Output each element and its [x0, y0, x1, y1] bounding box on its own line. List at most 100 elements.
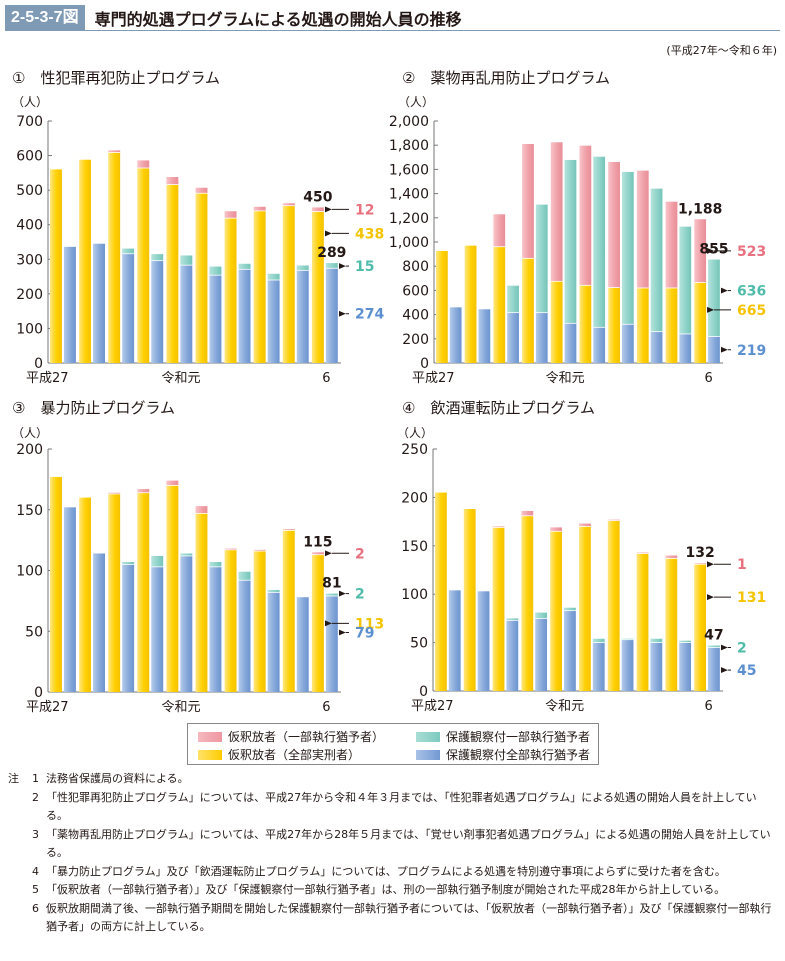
- bar-blue: [535, 312, 548, 363]
- y-tick-label: 100: [16, 564, 43, 580]
- bar-teal: [679, 640, 692, 643]
- bar-yellow: [550, 281, 563, 363]
- bar-pink: [224, 211, 237, 219]
- bar-yellow: [137, 492, 150, 692]
- annotation-label-blue: 45: [737, 663, 756, 679]
- note-text: 法務省保護局の資料による。: [46, 772, 189, 785]
- bar-blue: [708, 647, 720, 691]
- bar-blue: [449, 307, 462, 363]
- bar-pink: [166, 480, 179, 486]
- y-tick-label: 200: [402, 332, 429, 348]
- note-6: 6 仮釈放期間満了後、一部執行猶予期間を開始した保護観察付一部執行猶予者については…: [8, 900, 778, 937]
- bar-blue: [151, 260, 164, 363]
- bar-yellow: [694, 282, 707, 363]
- note-text: 「暴力防止プログラム」及び「飲酒運転防止プログラム」については、プログラムによる…: [46, 864, 726, 878]
- notes: 注 1 法務省保護局の資料による。 2 「性犯罪再犯防止プログラム」については、平成2…: [8, 770, 778, 937]
- x-tick-label: 令和元: [161, 700, 200, 715]
- chart-3: （人） 0 50 100 150 200 平成27 令和元 6 115 81 2 113 2 79: [12, 426, 384, 715]
- bar-yellow: [253, 210, 266, 363]
- bar-yellow: [166, 184, 179, 363]
- total-label-probation: 47: [704, 628, 723, 644]
- bar-teal: [621, 171, 634, 325]
- bar-pink: [521, 510, 534, 516]
- bar-blue: [93, 553, 105, 692]
- bar-blue: [296, 597, 309, 692]
- y-tick-label: 0: [419, 684, 428, 700]
- bar-yellow: [492, 527, 505, 691]
- bar-pink: [137, 489, 150, 493]
- annotation-label-blue: 219: [737, 343, 766, 359]
- bar-blue: [93, 243, 105, 363]
- y-tick-label: 150: [401, 539, 428, 555]
- bar-teal: [238, 263, 251, 270]
- chart-2: （人） 0 200 400 600 800 1,000 1,200 1,400 1,600 1,80…: [389, 95, 766, 386]
- bar-pink: [550, 527, 563, 532]
- bar-teal: [650, 638, 663, 643]
- bar-blue: [621, 324, 634, 363]
- bar-pink: [522, 143, 534, 259]
- legend-swatch-teal: [416, 731, 440, 742]
- bar-teal: [535, 204, 548, 313]
- y-tick-label: 0: [34, 685, 43, 701]
- total-label-probation: 81: [322, 576, 341, 592]
- bar-blue: [708, 336, 720, 363]
- bar-teal: [267, 589, 280, 593]
- notes-label: 注: [8, 772, 19, 785]
- legend-swatch-pink: [198, 731, 222, 742]
- bar-blue: [506, 620, 519, 691]
- bar-blue: [238, 269, 251, 363]
- bar-blue: [209, 566, 222, 692]
- legend-item-blue: 保護観察付全部執行猶予者: [416, 746, 590, 763]
- note-number: 2: [32, 790, 39, 804]
- bar-yellow: [311, 554, 324, 692]
- bar-teal: [209, 561, 222, 567]
- y-tick-label: 100: [16, 321, 43, 337]
- bar-blue: [564, 323, 577, 363]
- bar-teal: [650, 188, 663, 332]
- bar-blue: [650, 642, 663, 691]
- chart-4: （人） 0 50 100 150 200 250 平成27 令和元 6 132 47 1 131 2 45: [397, 426, 766, 714]
- bar-yellow: [579, 285, 592, 363]
- bar-teal: [593, 156, 606, 328]
- bar-yellow: [282, 205, 295, 363]
- y-tick-label: 600: [402, 283, 429, 299]
- y-axis-unit: （人）: [398, 95, 434, 109]
- annotation-label-teal: 15: [355, 259, 374, 275]
- x-tick-label: 平成27: [26, 371, 69, 386]
- bar-blue: [448, 590, 461, 691]
- bar-yellow: [522, 258, 534, 363]
- bar-pink: [694, 219, 707, 283]
- figure-number: 2-5-3-7図: [5, 5, 85, 30]
- bar-teal: [564, 159, 577, 324]
- bar-blue: [593, 327, 606, 363]
- bar-yellow: [50, 169, 62, 363]
- x-tick-label: 令和元: [546, 371, 585, 386]
- bar-blue: [151, 566, 164, 692]
- bar-yellow: [694, 564, 707, 691]
- bar-pink: [195, 506, 208, 514]
- y-tick-label: 0: [420, 356, 429, 372]
- bar-blue: [679, 642, 692, 691]
- bar-blue: [180, 265, 193, 363]
- legend: 仮釈放者（一部執行猶予者） 保護観察付一部執行猶予者 仮釈放者（全部実刑者） 保…: [187, 723, 599, 765]
- bar-pink: [636, 552, 649, 554]
- bar-yellow: [224, 549, 237, 692]
- bar-yellow: [579, 526, 591, 691]
- bar-teal: [209, 266, 222, 276]
- bar-blue: [478, 309, 491, 363]
- bar-teal: [122, 248, 135, 254]
- bar-blue: [679, 333, 692, 363]
- bar-pink: [166, 177, 179, 185]
- y-tick-label: 250: [401, 442, 428, 458]
- x-tick-label: 平成27: [26, 700, 69, 715]
- bar-blue: [325, 268, 338, 363]
- bar-yellow: [665, 287, 678, 363]
- x-tick-label: 6: [322, 700, 330, 715]
- bar-yellow: [50, 476, 62, 692]
- bar-blue: [564, 610, 576, 691]
- bar-pink: [311, 552, 324, 555]
- bar-blue: [296, 270, 309, 363]
- bar-yellow: [435, 492, 447, 691]
- chart-2-title: ② 薬物再乱用防止プログラム: [402, 69, 610, 87]
- y-tick-label: 100: [401, 587, 428, 603]
